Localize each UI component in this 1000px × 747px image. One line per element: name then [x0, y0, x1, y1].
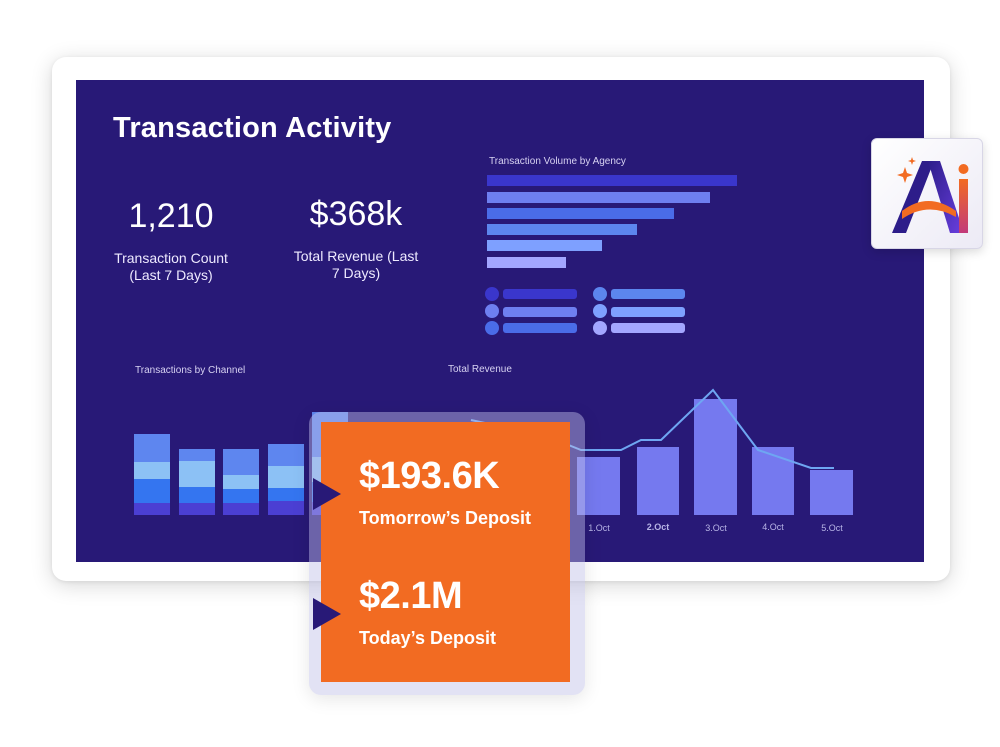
legend-label [611, 307, 685, 317]
tomorrow-deposit-value: $193.6K [359, 455, 500, 497]
kpi-label: Total Revenue (Last 7 Days) [293, 248, 419, 281]
tomorrow-deposit-label: Tomorrow’s Deposit [359, 508, 532, 528]
legend-dot [485, 287, 499, 301]
stacked-bar [223, 449, 259, 515]
agency-bar [487, 240, 602, 251]
legend-label [503, 289, 577, 299]
legend-dot [593, 321, 607, 335]
kpi-label: Transaction Count (Last 7 Days) [114, 250, 228, 283]
ai-badge [871, 138, 983, 249]
legend-dot [593, 287, 607, 301]
chart-title-agency: Transaction Volume by Agency [489, 156, 626, 167]
legend-dot [593, 304, 607, 318]
stacked-bar [179, 449, 215, 515]
chart-title-channel: Transactions by Channel [135, 365, 246, 376]
kpi-total-revenue: $368k Total Revenue (Last 7 Days) [281, 194, 431, 282]
pointer-arrow-icon [313, 598, 341, 630]
page-title: Transaction Activity [113, 112, 392, 144]
x-axis-label: 5.Oct [821, 523, 843, 533]
dashboard-screen: Transaction Activity 1,210 Transaction C… [76, 80, 924, 562]
chart-title-revenue: Total Revenue [448, 364, 512, 375]
agency-bar [487, 224, 637, 235]
x-axis-label: 1.Oct [588, 523, 610, 533]
revenue-bar [637, 447, 679, 515]
legend-label [611, 323, 685, 333]
x-axis-label: 2.Oct [646, 522, 670, 532]
agency-bar [487, 257, 566, 268]
legend-label [503, 307, 577, 317]
x-axis-label: 3.Oct [705, 523, 727, 533]
legend-dot [485, 321, 499, 335]
agency-bar [487, 175, 737, 186]
legend-label [611, 289, 685, 299]
stacked-bar [134, 434, 170, 515]
revenue-bar [810, 470, 853, 515]
agency-bar [487, 192, 710, 203]
revenue-bar [694, 399, 737, 515]
revenue-bar [752, 447, 794, 515]
pointer-arrow-icon [313, 478, 341, 510]
x-axis-label: 4.Oct [762, 522, 784, 532]
today-deposit-value: $2.1M [359, 575, 463, 617]
stacked-bar [268, 444, 304, 515]
kpi-value: $368k [309, 195, 403, 233]
legend-label [503, 323, 577, 333]
revenue-bar [577, 457, 620, 515]
ai-logo-icon [892, 157, 969, 233]
legend-dot [485, 304, 499, 318]
kpi-value: 1,210 [128, 197, 214, 235]
kpi-transaction-count: 1,210 Transaction Count (Last 7 Days) [96, 196, 246, 284]
deposit-card [321, 422, 570, 682]
agency-bar [487, 208, 674, 219]
today-deposit-label: Today’s Deposit [359, 628, 497, 648]
